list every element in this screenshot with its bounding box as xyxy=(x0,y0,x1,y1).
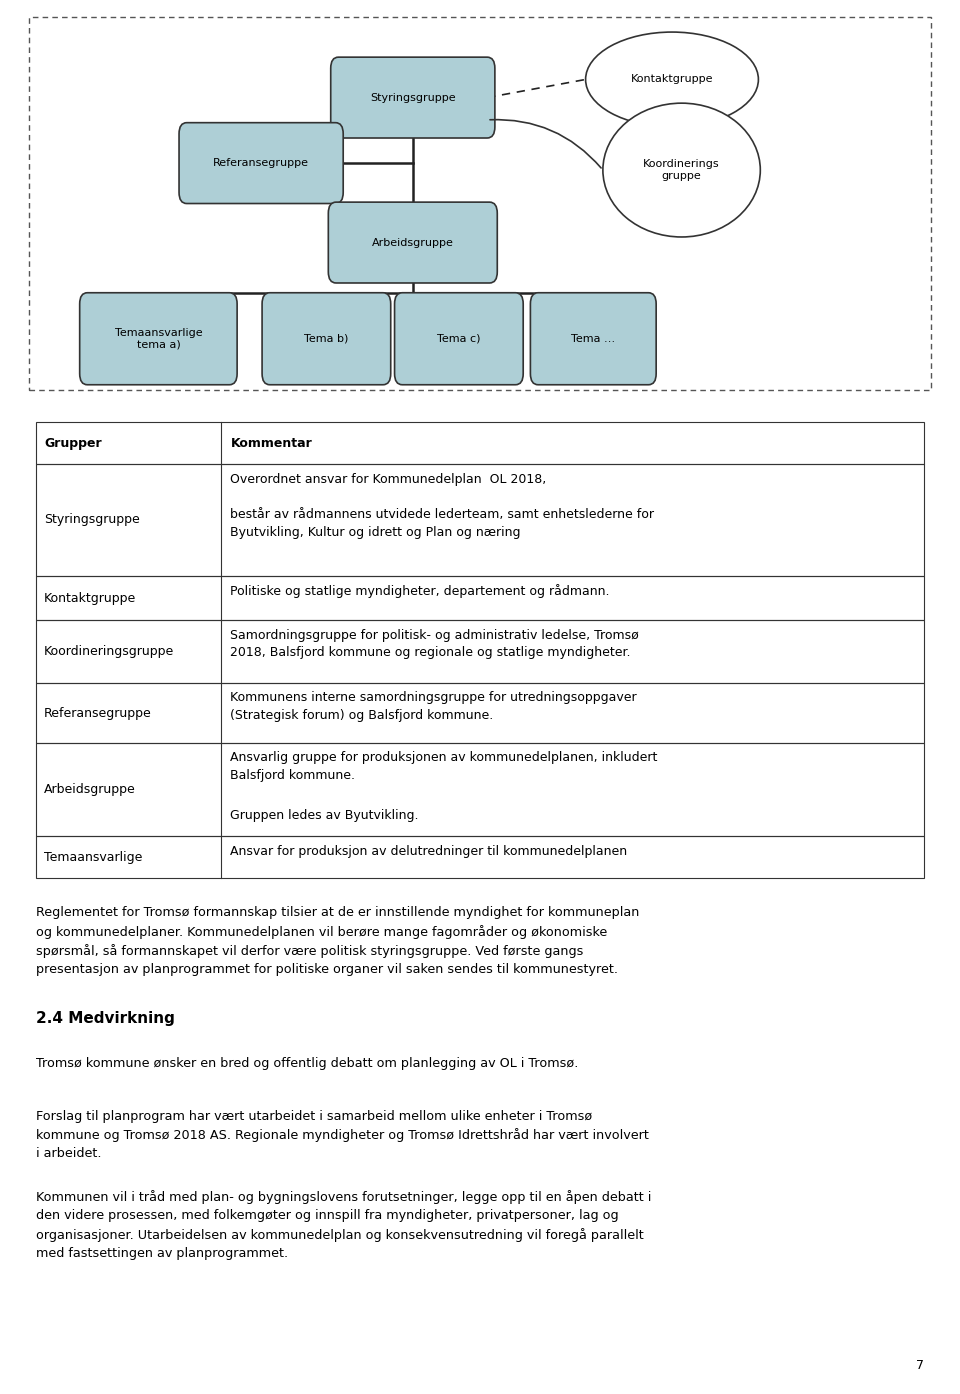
Bar xyxy=(36,620,924,683)
Text: Styringsgruppe: Styringsgruppe xyxy=(370,92,456,103)
Bar xyxy=(36,576,924,620)
Text: Politiske og statlige myndigheter, departement og rådmann.: Politiske og statlige myndigheter, depar… xyxy=(230,584,610,598)
FancyBboxPatch shape xyxy=(530,293,657,385)
Text: Temaansvarlige: Temaansvarlige xyxy=(44,850,142,864)
Text: Kommentar: Kommentar xyxy=(230,436,312,450)
Text: Kommunen vil i tråd med plan- og bygningslovens forutsetninger, legge opp til en: Kommunen vil i tråd med plan- og bygning… xyxy=(36,1190,652,1260)
Bar xyxy=(36,422,924,464)
Ellipse shape xyxy=(586,32,758,127)
Text: Kontaktgruppe: Kontaktgruppe xyxy=(44,591,136,605)
FancyBboxPatch shape xyxy=(179,123,344,204)
Text: Styringsgruppe: Styringsgruppe xyxy=(44,513,140,527)
Ellipse shape xyxy=(603,103,760,237)
Text: Kontaktgruppe: Kontaktgruppe xyxy=(631,74,713,85)
Text: Koordineringsgruppe: Koordineringsgruppe xyxy=(44,645,175,658)
Text: Arbeidsgruppe: Arbeidsgruppe xyxy=(44,783,136,796)
Text: Kommunens interne samordningsgruppe for utredningsoppgaver
(Strategisk forum) og: Kommunens interne samordningsgruppe for … xyxy=(230,691,637,722)
Text: Temaansvarlige
tema a): Temaansvarlige tema a) xyxy=(114,328,203,350)
Text: Forslag til planprogram har vært utarbeidet i samarbeid mellom ulike enheter i T: Forslag til planprogram har vært utarbei… xyxy=(36,1110,649,1160)
Bar xyxy=(36,683,924,743)
Text: Referansegruppe: Referansegruppe xyxy=(213,158,309,169)
FancyBboxPatch shape xyxy=(262,293,391,385)
Text: Samordningsgruppe for politisk- og administrativ ledelse, Tromsø
2018, Balsfjord: Samordningsgruppe for politisk- og admin… xyxy=(230,629,639,659)
FancyBboxPatch shape xyxy=(80,293,237,385)
Bar xyxy=(29,17,931,390)
Text: Tromsø kommune ønsker en bred og offentlig debatt om planlegging av OL i Tromsø.: Tromsø kommune ønsker en bred og offentl… xyxy=(36,1057,579,1069)
Text: Ansvar for produksjon av delutredninger til kommunedelplanen: Ansvar for produksjon av delutredninger … xyxy=(230,845,628,857)
Text: Reglementet for Tromsø formannskap tilsier at de er innstillende myndighet for k: Reglementet for Tromsø formannskap tilsi… xyxy=(36,906,640,976)
FancyBboxPatch shape xyxy=(328,202,497,283)
Bar xyxy=(36,836,924,878)
Text: Grupper: Grupper xyxy=(44,436,102,450)
Text: består av rådmannens utvidede lederteam, samt enhetslederne for
Byutvikling, Kul: består av rådmannens utvidede lederteam,… xyxy=(230,509,655,538)
Bar xyxy=(36,464,924,576)
Bar xyxy=(36,743,924,836)
Text: Tema c): Tema c) xyxy=(437,333,481,344)
Text: Ansvarlig gruppe for produksjonen av kommunedelplanen, inkludert
Balsfjord kommu: Ansvarlig gruppe for produksjonen av kom… xyxy=(230,751,658,782)
Text: Gruppen ledes av Byutvikling.: Gruppen ledes av Byutvikling. xyxy=(230,809,419,821)
Text: Tema …: Tema … xyxy=(571,333,615,344)
Text: 7: 7 xyxy=(916,1359,924,1372)
Text: Arbeidsgruppe: Arbeidsgruppe xyxy=(372,237,454,248)
Text: Referansegruppe: Referansegruppe xyxy=(44,707,152,719)
Text: Koordinerings
gruppe: Koordinerings gruppe xyxy=(643,159,720,181)
Text: Tema b): Tema b) xyxy=(304,333,348,344)
Text: Overordnet ansvar for Kommunedelplan  OL 2018,: Overordnet ansvar for Kommunedelplan OL … xyxy=(230,473,546,485)
Text: 2.4 Medvirkning: 2.4 Medvirkning xyxy=(36,1011,176,1026)
FancyBboxPatch shape xyxy=(395,293,523,385)
FancyBboxPatch shape xyxy=(330,57,495,138)
